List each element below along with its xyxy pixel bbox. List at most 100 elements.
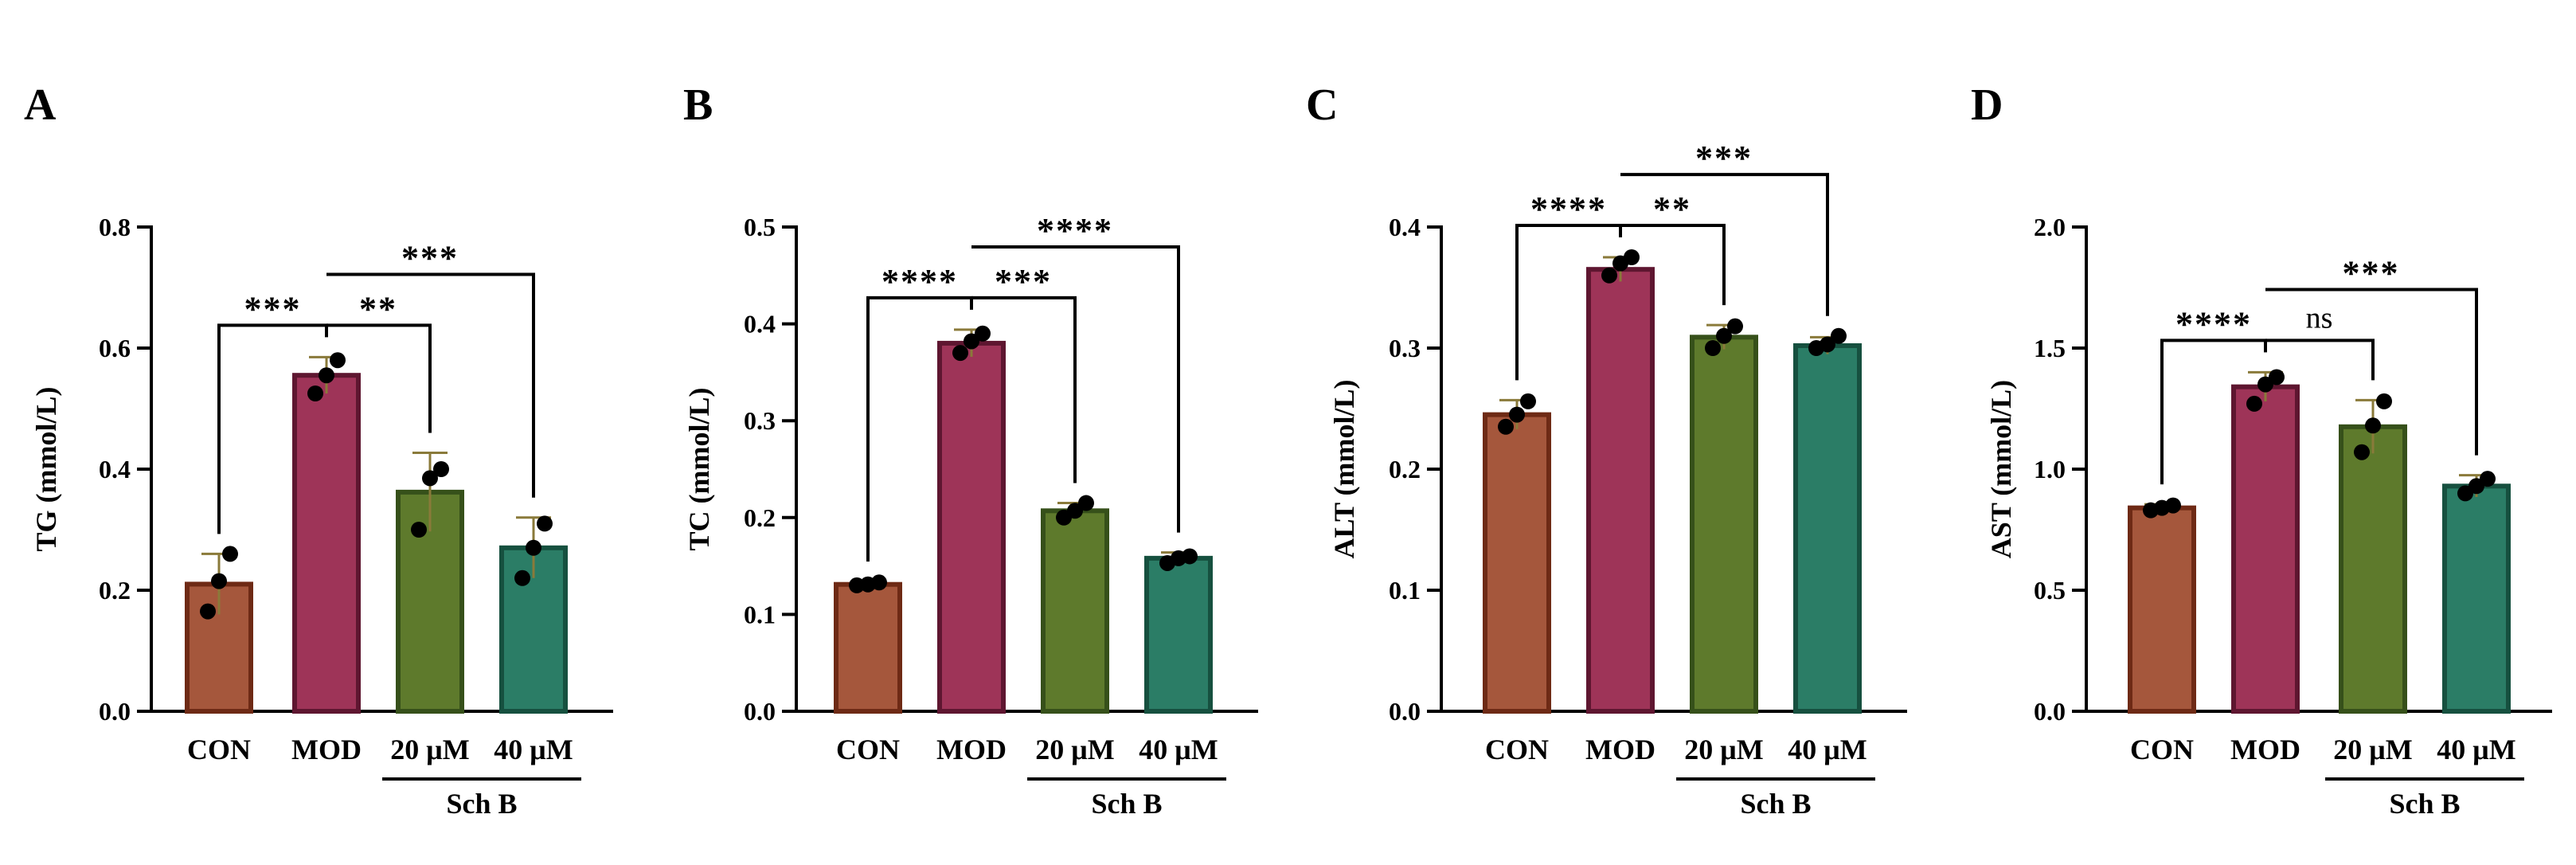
data-point	[1078, 495, 1094, 511]
panel-letter: C	[1306, 80, 1338, 130]
x-tick-label: MOD	[1585, 734, 1655, 765]
y-tick-label: 0.6	[99, 334, 131, 362]
y-tick-label: 0.5	[2034, 576, 2066, 605]
bar	[1586, 267, 1655, 714]
y-tick-label: 0.0	[99, 697, 131, 726]
significance-bracket	[2160, 339, 2267, 485]
data-point	[1624, 249, 1640, 265]
x-tick-label: MOD	[936, 734, 1007, 765]
data-point	[200, 603, 216, 620]
y-tick-label: 1.0	[2034, 455, 2066, 483]
panel-b: B 0.0 0.1 0.2 0.3 0.4 0.5 TC (mmol/L) CON MOD 20 μ…	[683, 80, 1258, 820]
group-label: Sch B	[1091, 788, 1162, 820]
x-tick-label: MOD	[2230, 734, 2300, 765]
data-point	[952, 345, 968, 362]
panel-letter: D	[1971, 80, 2003, 130]
y-tick-label: 0.3	[1389, 334, 1421, 362]
significance-bracket	[866, 296, 973, 562]
group-label: Sch B	[446, 788, 517, 820]
x-tick-label: 20 μM	[1035, 734, 1114, 765]
data-point	[330, 352, 346, 369]
data-point	[1831, 327, 1847, 344]
data-point	[1498, 418, 1514, 435]
data-point	[2365, 417, 2381, 434]
significance-bracket	[2265, 288, 2478, 456]
data-point	[2269, 369, 2285, 386]
y-tick-label: 0.4	[99, 455, 131, 483]
y-tick-label: 0.4	[744, 310, 776, 339]
significance-label: ****	[881, 262, 958, 301]
significance-label: ****	[1037, 211, 1113, 250]
significance-label: ***	[244, 289, 302, 328]
bar	[1793, 342, 1862, 714]
data-point	[422, 470, 438, 487]
x-tick-label: 20 μM	[390, 734, 469, 765]
y-axis-label: ALT (mmol/L)	[1328, 379, 1360, 558]
x-tick-label: CON	[187, 734, 251, 765]
data-point	[2246, 395, 2262, 412]
data-point	[526, 539, 541, 556]
data-point	[514, 569, 530, 586]
panel-letter: A	[24, 80, 57, 130]
data-point	[1727, 318, 1743, 335]
group-label: Sch B	[2389, 788, 2460, 820]
y-tick-label: 0.2	[744, 503, 776, 532]
data-point	[1509, 406, 1525, 423]
y-tick-label: 0.8	[99, 213, 131, 241]
bar	[1483, 412, 1551, 714]
significance-bracket	[1515, 224, 1622, 381]
y-tick-label: 0.2	[99, 576, 131, 605]
data-point	[1182, 548, 1198, 565]
data-point	[871, 574, 887, 591]
x-tick-label: CON	[836, 734, 900, 765]
y-tick-label: 0.3	[744, 406, 776, 435]
significance-label: **	[1653, 190, 1691, 229]
significance-label: ***	[401, 239, 459, 278]
panel-a: A 0.0 0.2 0.4 0.6 0.8 TG (mmol/L) CON MOD 20 μM 40…	[24, 80, 613, 820]
significance-label: ns	[2306, 301, 2333, 335]
panel-d: D 0.0 0.5 1.0 1.5 2.0 AST (mmol/L) CON MOD 20 μM 4…	[1971, 80, 2552, 820]
data-point	[211, 573, 227, 589]
data-point	[222, 546, 238, 562]
y-tick-label: 0.1	[1389, 576, 1421, 605]
y-tick-label: 0.0	[744, 697, 776, 726]
x-tick-label: 40 μM	[2437, 734, 2515, 765]
x-tick-label: CON	[1485, 734, 1549, 765]
x-tick-label: 40 μM	[494, 734, 573, 765]
y-tick-label: 0.2	[1389, 455, 1421, 483]
data-point	[307, 386, 323, 401]
bar	[1690, 335, 1758, 714]
y-axis-label: TC (mmol/L)	[683, 388, 715, 551]
data-point	[1820, 336, 1835, 353]
significance-bracket	[2265, 339, 2375, 381]
significance-label: **	[359, 289, 397, 328]
significance-label: ****	[2175, 304, 2252, 343]
x-tick-label: 20 μM	[2333, 734, 2412, 765]
y-tick-label: 1.5	[2034, 334, 2066, 362]
y-tick-label: 0.4	[1389, 213, 1421, 241]
panel-c: C 0.0 0.1 0.2 0.3 0.4 ALT (mmol/L) CON MOD 20 μM 4…	[1306, 80, 1907, 820]
y-tick-label: 0.0	[2034, 697, 2066, 726]
significance-label: ***	[995, 262, 1052, 301]
y-axis-label: TG (mmol/L)	[30, 387, 62, 552]
bar	[1041, 508, 1109, 714]
data-point	[2165, 497, 2181, 514]
data-point	[319, 367, 334, 384]
significance-bracket	[326, 323, 432, 433]
panel-letter: B	[683, 80, 713, 130]
significance-label: ***	[1695, 139, 1753, 178]
x-tick-label: MOD	[291, 734, 362, 765]
significance-label: ***	[2343, 254, 2400, 293]
significance-label: ****	[1530, 190, 1607, 229]
bar	[2128, 505, 2196, 714]
x-tick-label: 40 μM	[1788, 734, 1867, 765]
data-point	[1520, 393, 1536, 409]
group-label: Sch B	[1740, 788, 1811, 820]
data-point	[2354, 444, 2370, 460]
bar	[2231, 384, 2300, 714]
significance-bracket	[971, 296, 1077, 483]
significance-bracket	[326, 272, 535, 498]
data-point	[2480, 471, 2496, 487]
data-point	[1601, 267, 1617, 284]
